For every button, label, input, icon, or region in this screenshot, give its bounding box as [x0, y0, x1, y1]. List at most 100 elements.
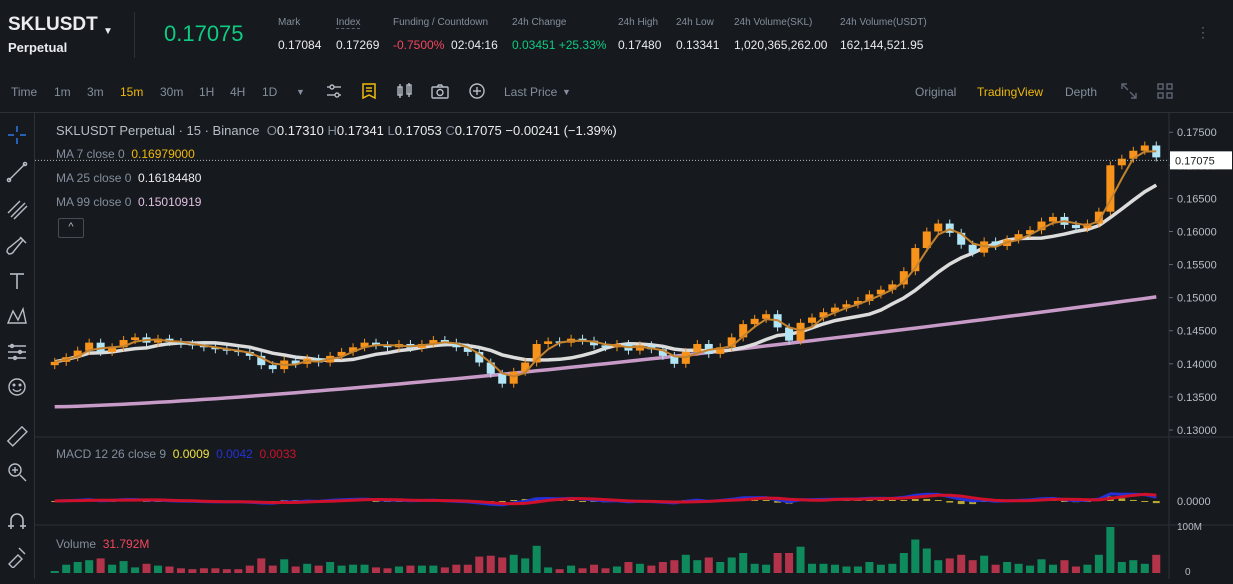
text-tool-icon[interactable]: [5, 269, 29, 293]
interval-4h[interactable]: 4H: [230, 85, 246, 99]
volume-label: Volume: [56, 537, 97, 551]
volume-bar: [1129, 560, 1138, 573]
current-price-tag: [1170, 151, 1232, 170]
fib-tool-icon[interactable]: [5, 197, 29, 221]
candle-body: [108, 347, 117, 352]
open-label: O: [266, 123, 277, 138]
zoom-in-icon[interactable]: [5, 460, 29, 484]
volume-value: 31.792M: [102, 537, 150, 551]
stat-label[interactable]: Index: [336, 17, 361, 29]
price-type-select[interactable]: Last Price: [504, 85, 558, 99]
candle-body: [153, 338, 163, 343]
macd-signal-value: 0.0033: [259, 447, 297, 461]
collapse-legend-button[interactable]: ^: [58, 218, 84, 238]
chart-area[interactable]: 0.175000.170000.165000.160000.155000.150…: [35, 113, 1233, 579]
interval-1m[interactable]: 1m: [54, 85, 71, 99]
macd-histogram-bar: [751, 499, 759, 501]
layout-grid-icon[interactable]: [1155, 81, 1175, 101]
volume-bar: [108, 564, 117, 573]
template-icon[interactable]: [359, 81, 379, 101]
candle-body: [257, 355, 266, 366]
candle-body: [245, 351, 254, 356]
volume-bar: [211, 568, 220, 573]
legend-ma7[interactable]: MA 7 close 0 0.16979000: [56, 147, 195, 161]
macd-histogram-bar: [1129, 499, 1137, 501]
price-chart-svg[interactable]: 0.175000.170000.165000.160000.155000.150…: [35, 113, 1233, 579]
volume-bar: [188, 569, 197, 573]
volume-bar: [796, 546, 805, 573]
interval-1d[interactable]: 1D: [262, 85, 278, 99]
volume-bar: [590, 564, 599, 573]
stat-value: 0.17480: [618, 38, 662, 52]
candle-body: [716, 347, 725, 354]
macd-hist-value: 0.0009: [172, 447, 210, 461]
view-original[interactable]: Original: [915, 85, 957, 99]
volume-bar: [532, 545, 541, 573]
candle-type-icon[interactable]: [395, 81, 415, 101]
volume-bar: [337, 565, 346, 573]
ruler-icon[interactable]: [5, 424, 29, 448]
market-header: SKLUSDT ▼ Perpetual 0.17075 Mark 0.17084…: [0, 0, 1233, 73]
candle-body: [957, 232, 966, 245]
symbol-name[interactable]: SKLUSDT: [8, 14, 98, 35]
emoji-icon[interactable]: [5, 375, 29, 399]
macd-histogram-bar: [498, 501, 506, 503]
interval-30m[interactable]: 30m: [160, 85, 184, 99]
brush-icon[interactable]: [5, 234, 29, 258]
macd-histogram-bar: [969, 501, 977, 505]
volume-bar: [62, 564, 71, 573]
candle-body: [899, 271, 908, 285]
ma99-value: 0.15010919: [138, 195, 202, 209]
candle-body: [1037, 221, 1046, 231]
volume-bar: [349, 564, 358, 573]
crosshair-icon[interactable]: [5, 123, 29, 147]
candle-body: [876, 289, 885, 295]
volume-bar: [1094, 554, 1103, 573]
candle-body: [1014, 234, 1023, 240]
volume-bar: [360, 564, 369, 573]
candle-body: [176, 341, 185, 344]
macd-histogram-bar: [946, 501, 954, 503]
macd-histogram-bar: [900, 500, 908, 501]
candle-body: [429, 340, 438, 344]
measure-tool-icon[interactable]: [5, 340, 29, 364]
volume-bar: [693, 560, 702, 573]
indicators-settings-icon[interactable]: [324, 81, 344, 101]
volume-bar: [199, 568, 208, 573]
magnet-icon[interactable]: [5, 509, 29, 533]
stat-index[interactable]: Index 0.17269: [336, 17, 379, 52]
volume-bar: [658, 562, 667, 573]
lock-drawing-icon[interactable]: [5, 544, 29, 568]
candle-body: [452, 342, 461, 348]
low-value: 0.17053: [394, 123, 442, 138]
change-abs: 0.03451: [512, 38, 556, 52]
camera-icon[interactable]: [430, 81, 450, 101]
chevron-down-icon[interactable]: ▼: [562, 87, 571, 97]
legend-macd[interactable]: MACD 12 26 close 9 0.0009 0.0042 0.0033: [56, 447, 296, 461]
candle-body: [1140, 145, 1149, 151]
legend-volume[interactable]: Volume 31.792M: [56, 537, 149, 551]
view-tradingview[interactable]: TradingView: [977, 85, 1044, 99]
more-options-icon[interactable]: ⋮: [1196, 24, 1210, 40]
interval-3m[interactable]: 3m: [87, 85, 104, 99]
symbol-dropdown-icon[interactable]: ▼: [103, 26, 113, 37]
candle-body: [808, 317, 817, 323]
more-intervals-icon[interactable]: ▼: [296, 87, 305, 97]
volume-bar: [153, 565, 163, 573]
legend-ma99[interactable]: MA 99 close 0 0.15010919: [56, 195, 201, 209]
ma99-label: MA 99 close 0: [56, 195, 132, 209]
volume-bar: [119, 561, 128, 573]
pattern-tool-icon[interactable]: [5, 305, 29, 329]
interval-1h[interactable]: 1H: [199, 85, 215, 99]
candle-body: [785, 327, 794, 341]
add-indicator-icon[interactable]: [467, 81, 487, 101]
fullscreen-icon[interactable]: [1119, 81, 1139, 101]
trend-line-icon[interactable]: [5, 160, 29, 184]
candle-body: [532, 343, 541, 363]
stat-24h-low: 24h Low 0.13341: [676, 17, 719, 52]
interval-15m[interactable]: 15m: [120, 85, 144, 99]
view-depth[interactable]: Depth: [1065, 85, 1098, 99]
stat-value: 0.17084: [278, 38, 322, 52]
volume-bar: [888, 563, 897, 573]
legend-ma25[interactable]: MA 25 close 0 0.16184480: [56, 171, 201, 185]
